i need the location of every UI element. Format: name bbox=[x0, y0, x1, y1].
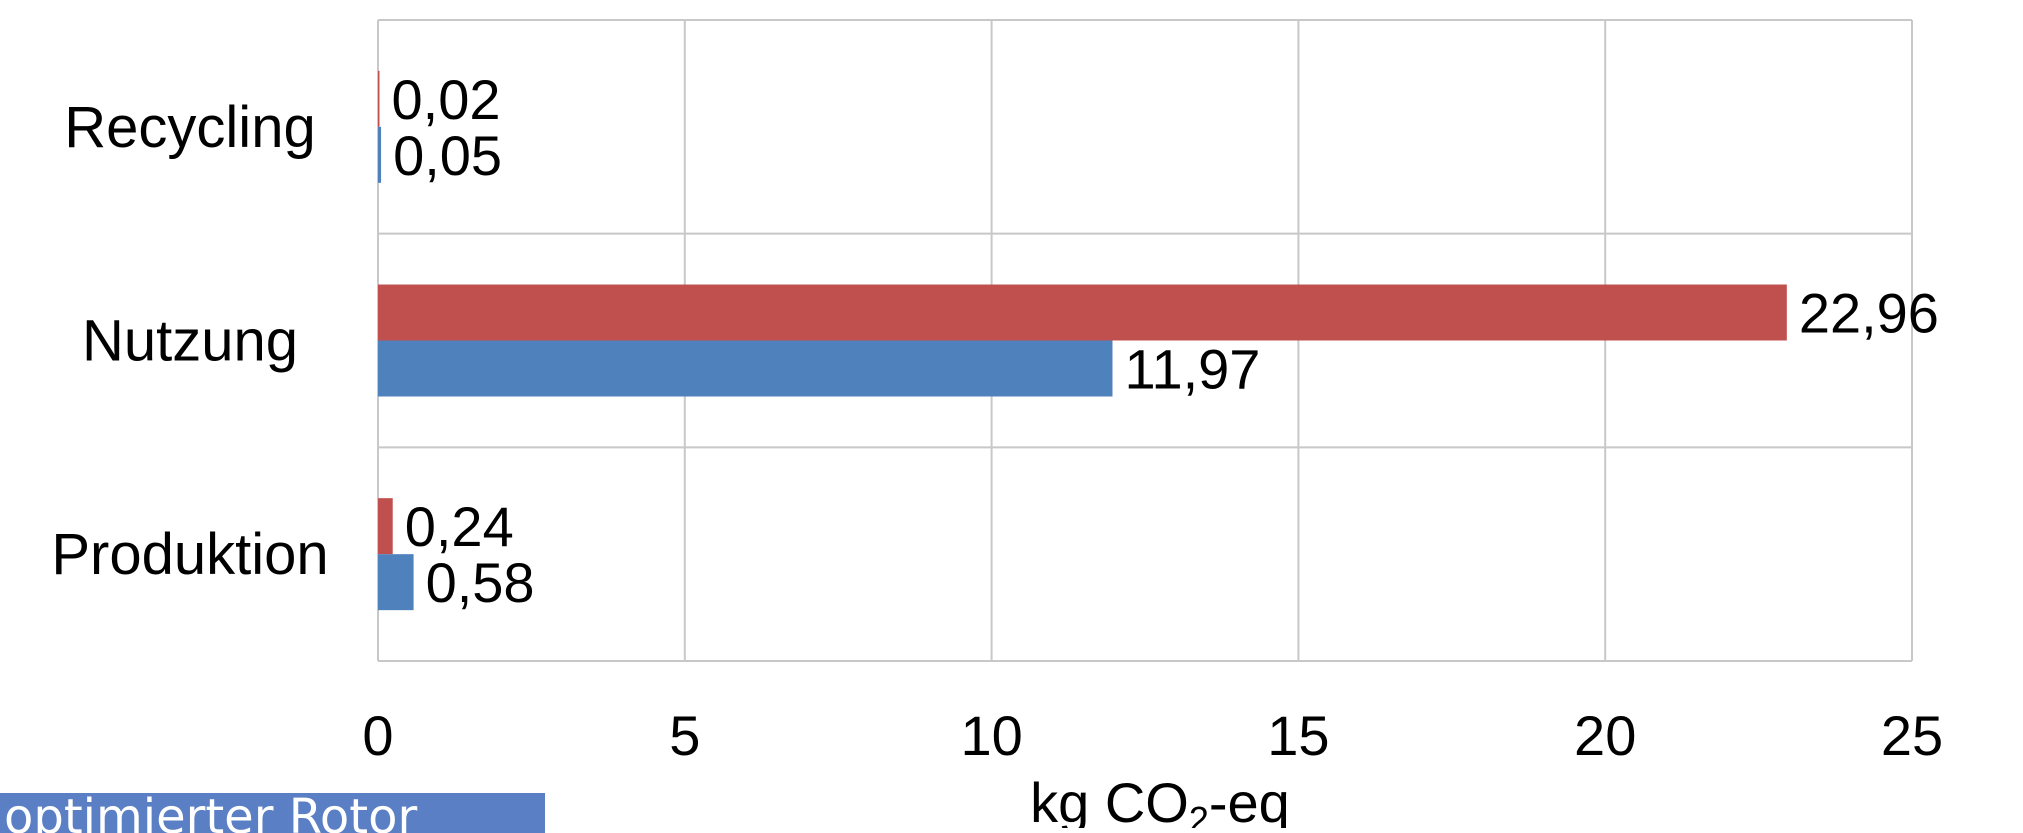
x-axis-title: kg CO2-eq bbox=[1030, 771, 1290, 828]
bar bbox=[378, 498, 393, 555]
value-label: 0,05 bbox=[393, 124, 502, 187]
bar bbox=[378, 554, 414, 611]
value-label: 0,24 bbox=[405, 495, 514, 558]
value-labels: 0,240,58 22,96 11,97 0,020,05 bbox=[392, 68, 1939, 614]
bar bbox=[378, 340, 1113, 397]
category-label: Recycling bbox=[64, 95, 315, 160]
x-tick-labels: 0 5 10 15 20 25 bbox=[362, 704, 1943, 767]
value-label: 0,02 bbox=[392, 68, 501, 131]
legend-label: optimierter Rotor bbox=[4, 793, 418, 833]
bar bbox=[378, 70, 380, 127]
category-labels: Produktion Nutzung Recycling bbox=[51, 95, 328, 587]
value-label: 22,96 bbox=[1799, 282, 1939, 345]
category-label: Produktion bbox=[51, 522, 328, 587]
x-tick-label: 10 bbox=[960, 704, 1022, 767]
category-label: Nutzung bbox=[82, 309, 298, 374]
bar bbox=[378, 284, 1787, 341]
value-label: 0,58 bbox=[426, 551, 535, 614]
x-tick-label: 5 bbox=[669, 704, 700, 767]
bars bbox=[378, 70, 1787, 611]
bar bbox=[378, 126, 382, 183]
legend-entry: optimierter Rotor bbox=[0, 793, 545, 833]
x-tick-label: 25 bbox=[1881, 704, 1943, 767]
value-label: 11,97 bbox=[1124, 338, 1260, 401]
x-tick-label: 15 bbox=[1267, 704, 1329, 767]
x-tick-label: 20 bbox=[1574, 704, 1636, 767]
x-tick-label: 0 bbox=[362, 704, 393, 767]
